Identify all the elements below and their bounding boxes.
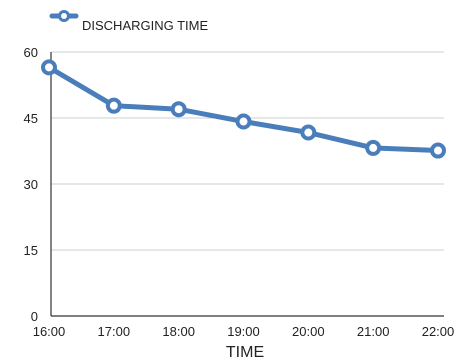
data-point (300, 124, 317, 141)
x-tick-label: 16:00 (33, 324, 66, 339)
x-tick-label: 19:00 (227, 324, 260, 339)
x-tick-label: 18:00 (162, 324, 195, 339)
data-point (365, 139, 382, 156)
data-point (105, 97, 122, 114)
x-tick-labels: 16:00 17:00 18:00 19:00 20:00 21:00 22:00 (33, 324, 455, 339)
x-tick-label: 20:00 (292, 324, 325, 339)
series-discharging-time (41, 59, 446, 159)
y-tick-label: 0 (31, 309, 38, 324)
data-point (41, 59, 57, 76)
y-tick-labels: 0 15 30 45 60 (24, 45, 38, 324)
y-tick-label: 15 (24, 243, 38, 258)
y-tick-label: 45 (24, 111, 38, 126)
data-point (430, 142, 446, 159)
gridlines (51, 51, 444, 251)
y-tick-label: 30 (24, 177, 38, 192)
x-tick-label: 22:00 (422, 324, 455, 339)
data-point (170, 101, 187, 118)
x-axis-title: TIME (226, 344, 264, 360)
x-tick-label: 17:00 (98, 324, 131, 339)
y-tick-label: 60 (24, 45, 38, 60)
legend-label: DISCHARGING TIME (82, 18, 208, 33)
data-point (235, 113, 252, 130)
axes (50, 52, 444, 317)
x-tick-label: 21:00 (357, 324, 390, 339)
legend-marker (58, 10, 70, 22)
legend: DISCHARGING TIME (49, 10, 208, 33)
